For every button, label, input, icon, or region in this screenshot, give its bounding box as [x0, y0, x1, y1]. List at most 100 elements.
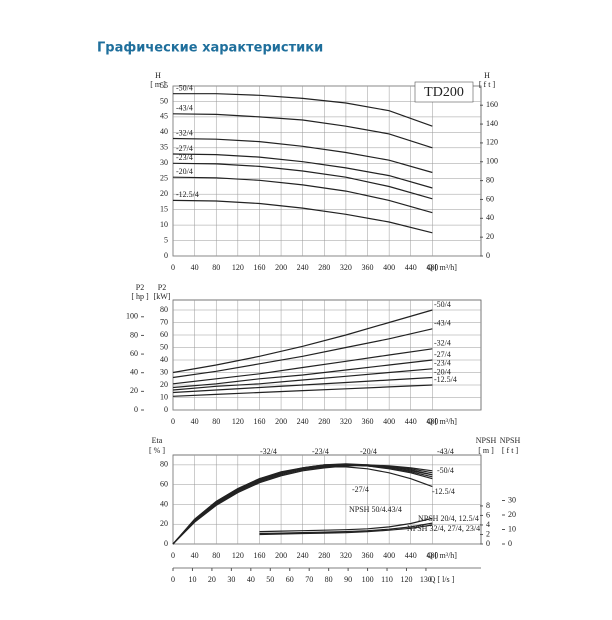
axis-label: NPSH [500, 436, 521, 445]
curve [259, 517, 433, 533]
curve-label: -32/4 [260, 447, 277, 456]
x-tick-label: 0 [171, 551, 175, 560]
y2-tick-label: 0 [508, 539, 512, 548]
x2-tick-label: 120 [400, 575, 412, 584]
y-tick-label: 60 [160, 330, 168, 339]
x-tick-label: 320 [340, 263, 352, 272]
curve-label: -23/4 [312, 447, 329, 456]
y-tick-label: 0 [164, 405, 168, 414]
x-tick-label: 240 [297, 263, 309, 272]
curve-label: -12.5/4 [432, 487, 455, 496]
y-tick-label: 0 [164, 251, 168, 260]
curve [172, 162, 433, 200]
curve-label: -32/4 [176, 128, 193, 137]
x-tick-label: 480 [426, 417, 438, 426]
curve-label: -12.5/4 [176, 190, 199, 199]
axis-label: [ f t ] [479, 80, 496, 89]
x-tick-label: 440 [405, 551, 417, 560]
y-tick-label: 45 [160, 112, 168, 121]
y2-tick-label: 100 [486, 157, 498, 166]
x2-tick-label: 80 [325, 575, 333, 584]
x-tick-label: 280 [318, 417, 330, 426]
y2-tick-label: 100 [126, 312, 138, 321]
axis-label: Eta [152, 436, 163, 445]
axis-label: [ % ] [149, 446, 165, 455]
x2-tick-label: 10 [188, 575, 196, 584]
y2-tick-label: 160 [486, 100, 498, 109]
x-tick-label: 120 [232, 551, 244, 560]
curve-label: -43/4 [176, 104, 193, 113]
y-tick-label: 0 [164, 539, 168, 548]
curve-label: -23/4 [176, 153, 193, 162]
curve [259, 522, 433, 535]
x-tick-label: 360 [362, 551, 374, 560]
y2-tick-label: 120 [486, 138, 498, 147]
y-tick-label: 80 [160, 305, 168, 314]
x-tick-label: 440 [405, 417, 417, 426]
y2-tick-label: 20 [508, 510, 516, 519]
curve-label: -27/4 [352, 485, 369, 494]
x2-tick-label: 20 [208, 575, 216, 584]
y-tick-label: 30 [160, 158, 168, 167]
x-tick-label: 480 [426, 551, 438, 560]
y2-tick-label: 10 [508, 524, 516, 533]
y-tick-label: 40 [160, 499, 168, 508]
curve-label: -20/4 [434, 367, 451, 376]
y2-tick-label: 0 [486, 251, 490, 260]
curve-label: -20/4 [176, 167, 193, 176]
curve-label: -50/4 [434, 300, 451, 309]
x2-tick-label: 50 [266, 575, 274, 584]
axis-label: [ m ] [150, 80, 166, 89]
axis-label: NPSH [476, 436, 497, 445]
y2-tick-label: 40 [130, 368, 138, 377]
y-tick-label: 20 [160, 519, 168, 528]
curve-label: -50/4 [437, 466, 454, 475]
x-tick-label: 320 [340, 551, 352, 560]
x-tick-label: 40 [191, 417, 199, 426]
curve [172, 113, 433, 149]
curve-label: NPSH 32/4, 27/4, 23/4 [407, 524, 480, 533]
x-tick-label: 400 [383, 417, 395, 426]
x-tick-label: 80 [212, 551, 220, 560]
curve-label: -23/4 [434, 359, 451, 368]
curve [172, 376, 433, 394]
x-tick-label: 400 [383, 263, 395, 272]
y-tick-label: 60 [160, 479, 168, 488]
axis-label: H [484, 71, 490, 80]
x2-tick-label: 70 [305, 575, 313, 584]
x-tick-label: 40 [191, 263, 199, 272]
curve [173, 93, 433, 127]
y2-tick-label: 30 [508, 495, 516, 504]
x2-tick-label: 60 [286, 575, 294, 584]
y-tick-label: 70 [160, 317, 168, 326]
x-tick-label: 40 [191, 551, 199, 560]
curve-label: -43/4 [434, 319, 451, 328]
curve [172, 359, 433, 389]
x2-tick-label: 110 [381, 575, 393, 584]
y-tick-label: 20 [160, 380, 168, 389]
y2-tick-label: 6 [486, 510, 490, 519]
page-title: Графические характеристики [97, 41, 323, 56]
curve [172, 464, 433, 545]
curve [172, 137, 433, 174]
x-tick-label: 280 [318, 263, 330, 272]
x-tick-label: 360 [362, 417, 374, 426]
x-tick-label: 160 [253, 417, 265, 426]
curve [172, 384, 433, 397]
x-tick-label: 240 [297, 417, 309, 426]
curve [172, 368, 433, 391]
axis-label: [ hp ] [131, 292, 149, 301]
curve-label: -20/4 [360, 447, 377, 456]
axis-label: [ f t ] [502, 446, 519, 455]
curve-label: -27/4 [176, 144, 193, 153]
x-tick-label: 120 [232, 263, 244, 272]
y2-tick-label: 60 [486, 194, 494, 203]
y-tick-label: 25 [160, 174, 168, 183]
curve [172, 466, 433, 545]
curve [172, 348, 433, 385]
axis-label: Q [ m³/h] [427, 417, 457, 426]
curve-label: -12.5/4 [434, 375, 457, 384]
x-tick-label: 120 [232, 417, 244, 426]
y2-tick-label: 20 [486, 232, 494, 241]
